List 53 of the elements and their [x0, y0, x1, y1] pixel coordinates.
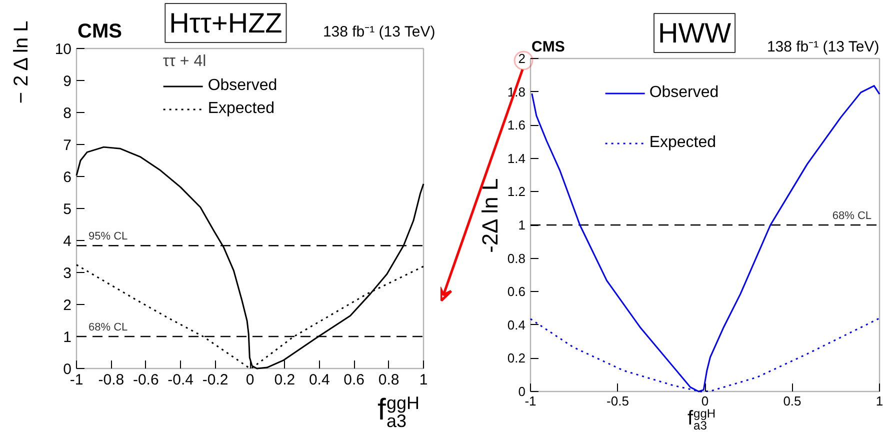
x-tick-label: 0.5: [783, 394, 802, 408]
y-tick-label: 0.8: [507, 250, 526, 266]
y-tick-label: 5: [63, 201, 72, 218]
text: CMS: [532, 38, 565, 56]
legend-label: Observed: [649, 84, 719, 102]
x-tick-label: -1: [70, 372, 84, 388]
y-tick-label: 0.4: [507, 317, 526, 332]
y-tick-label: 3: [63, 265, 72, 282]
y-tick-label: 6: [63, 169, 72, 186]
x-tick-label: 0.4: [308, 372, 330, 388]
text: 138 fb⁻¹ (13 TeV): [766, 38, 880, 56]
x-tick-label: 1: [419, 372, 428, 388]
x-tick-label: -0.2: [202, 372, 228, 388]
y-tick-label: 1: [518, 218, 526, 232]
y-tick-label: 7: [63, 137, 72, 154]
y-tick-label: 1: [63, 329, 72, 346]
legend-label: Expected: [649, 134, 716, 152]
y-tick-label: 9: [63, 73, 72, 90]
y-tick-label: 10: [54, 41, 72, 58]
x-tick-label: -0.6: [132, 372, 159, 388]
x-tick-label: 0.8: [378, 372, 400, 388]
y-axis-title: -2Δ ln L: [478, 178, 502, 253]
ref-line-label: 68% CL: [832, 210, 872, 222]
x-tick-label: 0: [701, 394, 709, 408]
x-tick-label: 1: [876, 394, 883, 408]
x-tick-label: -0.4: [168, 372, 194, 388]
x-tick-label: 0.6: [344, 372, 365, 388]
y-tick-label: 0.6: [507, 284, 526, 300]
y-tick-label: 1.4: [507, 150, 526, 166]
y-tick-label: 4: [63, 233, 72, 250]
text: CMS: [78, 20, 122, 42]
x-tick-label: 0.2: [274, 372, 296, 388]
y-tick-label: 2: [518, 51, 526, 66]
text: 138 fb⁻¹ (13 TeV): [322, 24, 436, 40]
y-tick-label: 0: [63, 361, 72, 378]
legend-label: Expected: [208, 100, 275, 118]
chart-title: Hττ+HZZ: [169, 8, 282, 38]
chart-title: HWW: [658, 18, 732, 48]
x-tick-label: 0: [246, 372, 254, 388]
x-tick-label: -0.5: [606, 394, 629, 408]
legend-label: Observed: [208, 77, 278, 95]
ref-line-label: 68% CL: [88, 322, 128, 334]
y-axis-title: − 2 Δ ln L: [10, 20, 32, 104]
y-tick-label: 0.2: [507, 350, 526, 366]
x-tick-label: -1: [524, 394, 536, 408]
y-tick-label: 2: [63, 297, 72, 314]
y-tick-label: 1.2: [507, 184, 526, 200]
ref-line-label: 95% CL: [88, 230, 128, 243]
legend-title: ττ + 4l: [162, 53, 208, 71]
x-tick-label: -0.8: [98, 372, 124, 388]
y-tick-label: 0: [518, 384, 526, 399]
y-tick-label: 1.6: [507, 118, 526, 133]
y-tick-label: 8: [63, 105, 72, 122]
